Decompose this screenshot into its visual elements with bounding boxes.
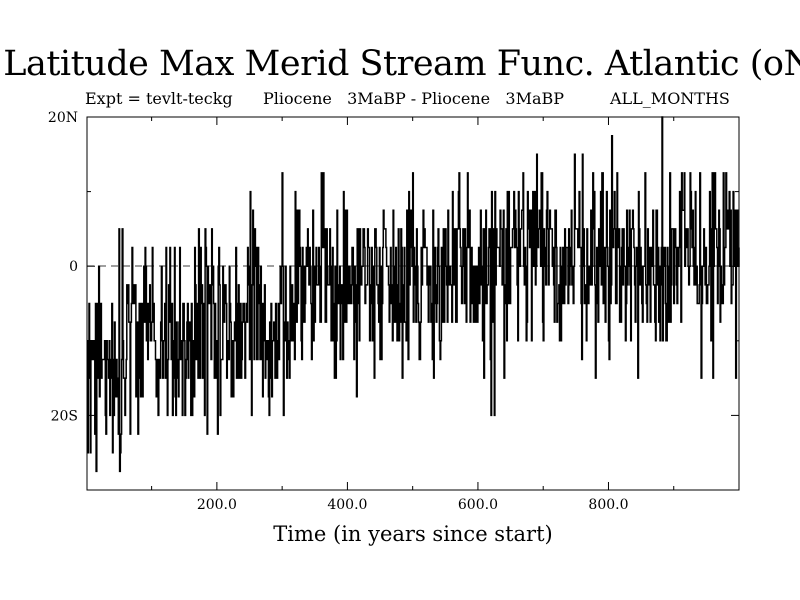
series-line [86,116,740,473]
y-tick-label: 0 [69,259,78,275]
experiment-label: Expt = tevlt-teckg [85,89,233,108]
x-tick-label: 800.0 [588,497,628,513]
x-tick-label: 600.0 [458,497,498,513]
axis-ticks [87,116,739,491]
x-tick-label: 200.0 [197,497,237,513]
comparison-label: Pliocene 3MaBP - Pliocene 3MaBP [263,89,565,108]
months-label: ALL_MONTHS [610,89,730,108]
chart-title: Latitude Max Merid Stream Func. Atlantic… [3,44,800,84]
y-tick-label: 20N [48,110,78,126]
data-series [86,116,740,473]
x-axis-label: Time (in years since start) [273,522,552,546]
tick-labels: 200.0 400.0 600.0 800.0 20N 0 20S [48,110,629,513]
y-tick-label: 20S [51,408,78,424]
x-tick-label: 400.0 [327,497,367,513]
